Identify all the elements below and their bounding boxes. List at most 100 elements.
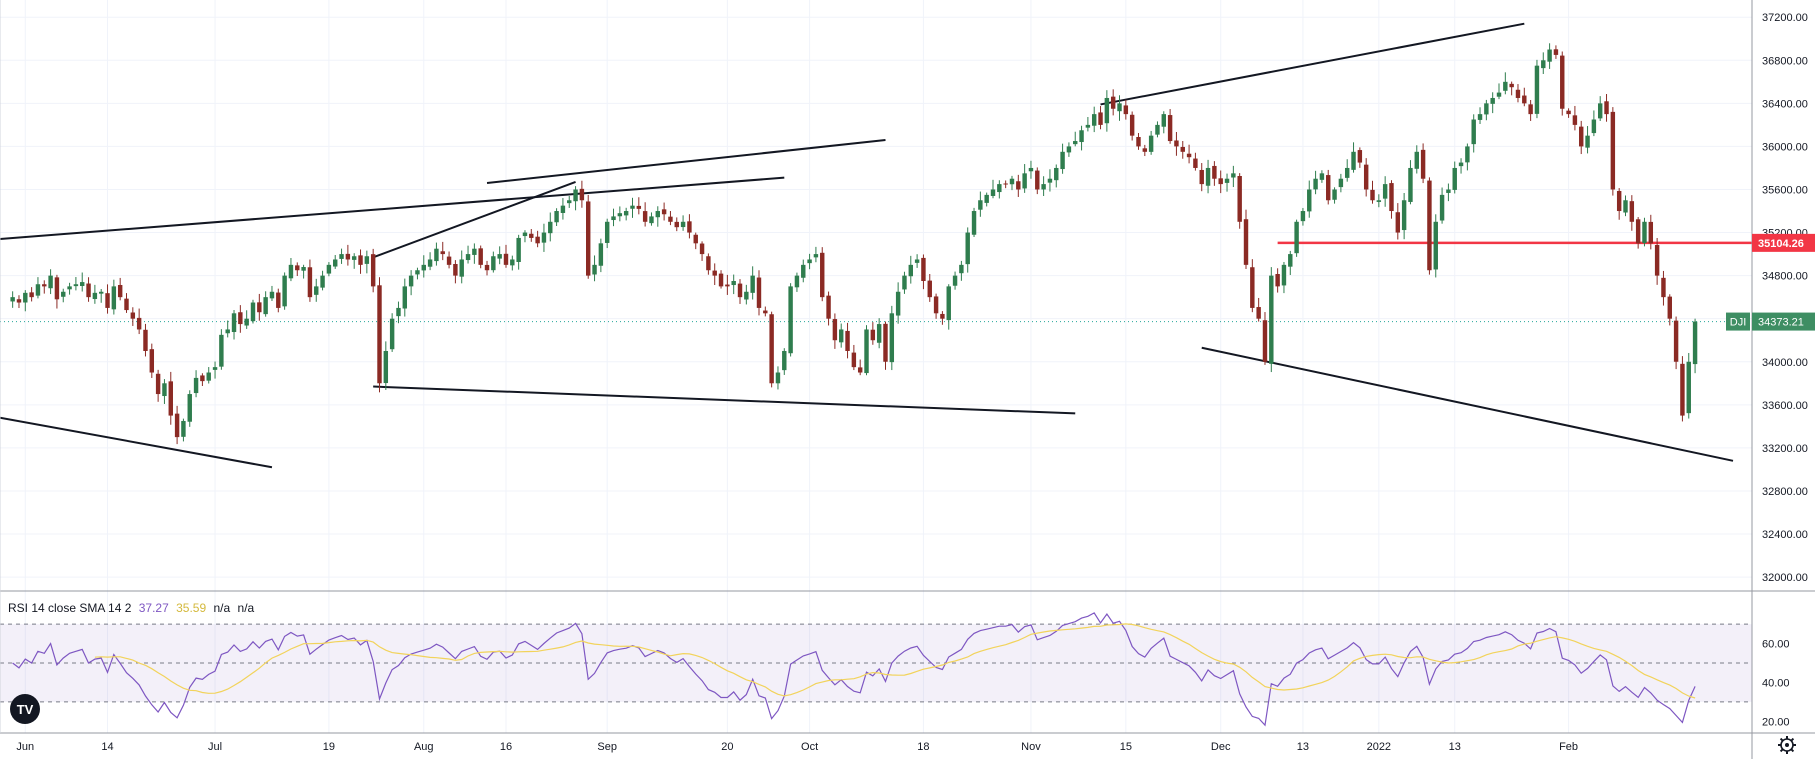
- candle[interactable]: [276, 288, 281, 313]
- candles[interactable]: [10, 43, 1698, 445]
- candle[interactable]: [1629, 195, 1635, 231]
- candle[interactable]: [288, 257, 294, 282]
- candle[interactable]: [478, 245, 483, 269]
- candle[interactable]: [1616, 188, 1622, 220]
- candle[interactable]: [718, 270, 724, 289]
- candle[interactable]: [642, 202, 648, 227]
- candle[interactable]: [73, 277, 79, 291]
- candle[interactable]: [1363, 158, 1369, 197]
- candle[interactable]: [744, 284, 749, 305]
- candle[interactable]: [269, 285, 275, 301]
- candle[interactable]: [1294, 219, 1299, 257]
- candle[interactable]: [1091, 106, 1097, 133]
- candle[interactable]: [465, 245, 471, 264]
- candle[interactable]: [554, 208, 559, 227]
- candle[interactable]: [1382, 176, 1388, 207]
- candle[interactable]: [870, 322, 876, 345]
- candle[interactable]: [1155, 121, 1160, 138]
- candle[interactable]: [358, 249, 363, 274]
- candle[interactable]: [1465, 143, 1470, 171]
- trend-line[interactable]: [372, 181, 576, 259]
- candle[interactable]: [1610, 107, 1616, 196]
- candle[interactable]: [1110, 89, 1116, 116]
- candle[interactable]: [1035, 167, 1040, 195]
- candle[interactable]: [497, 246, 502, 265]
- candle[interactable]: [630, 197, 635, 218]
- candle[interactable]: [1224, 173, 1230, 192]
- candle[interactable]: [54, 274, 60, 309]
- candle[interactable]: [971, 207, 977, 237]
- candle[interactable]: [314, 278, 319, 302]
- candle[interactable]: [737, 279, 743, 304]
- candle[interactable]: [225, 320, 230, 338]
- candle[interactable]: [42, 280, 47, 294]
- candle[interactable]: [579, 180, 585, 208]
- candle[interactable]: [838, 323, 844, 348]
- candle[interactable]: [212, 361, 218, 379]
- trend-line[interactable]: [1100, 22, 1525, 106]
- candle[interactable]: [48, 269, 53, 295]
- candle[interactable]: [67, 282, 72, 295]
- candle[interactable]: [725, 274, 730, 295]
- candle[interactable]: [1161, 111, 1166, 134]
- candle[interactable]: [1522, 87, 1527, 107]
- candle[interactable]: [1205, 159, 1211, 194]
- candle[interactable]: [623, 207, 629, 221]
- candle[interactable]: [655, 206, 661, 227]
- candle[interactable]: [516, 234, 521, 270]
- candle[interactable]: [864, 325, 869, 376]
- candle[interactable]: [1117, 95, 1122, 121]
- candle[interactable]: [301, 264, 306, 279]
- candle[interactable]: [1256, 297, 1261, 322]
- candle[interactable]: [1022, 164, 1027, 193]
- candle[interactable]: [1471, 114, 1476, 153]
- candle[interactable]: [333, 255, 338, 269]
- candle[interactable]: [1680, 356, 1685, 422]
- candle[interactable]: [997, 180, 1002, 199]
- candle[interactable]: [187, 390, 192, 427]
- candle[interactable]: [978, 191, 983, 217]
- candle[interactable]: [1066, 142, 1072, 157]
- candle[interactable]: [339, 248, 344, 264]
- candle[interactable]: [453, 260, 458, 284]
- candle[interactable]: [1243, 209, 1249, 270]
- candle[interactable]: [1193, 152, 1198, 171]
- candle[interactable]: [1180, 141, 1185, 159]
- candle[interactable]: [377, 277, 382, 393]
- candle[interactable]: [326, 262, 332, 277]
- candle[interactable]: [1395, 203, 1401, 240]
- candle[interactable]: [1351, 142, 1356, 173]
- candle[interactable]: [573, 186, 578, 211]
- candle[interactable]: [1401, 193, 1407, 240]
- candle[interactable]: [206, 367, 211, 384]
- candle[interactable]: [174, 405, 180, 445]
- candle[interactable]: [1269, 267, 1274, 373]
- candle[interactable]: [1085, 117, 1091, 132]
- candle[interactable]: [857, 359, 863, 376]
- candle[interactable]: [307, 259, 313, 302]
- candle[interactable]: [143, 323, 148, 357]
- trend-line[interactable]: [1201, 346, 1734, 462]
- candle[interactable]: [111, 279, 117, 315]
- candle[interactable]: [668, 211, 673, 226]
- candle[interactable]: [238, 305, 243, 333]
- candle[interactable]: [1560, 51, 1565, 116]
- candle[interactable]: [1477, 107, 1483, 124]
- candle[interactable]: [1591, 110, 1597, 137]
- candle[interactable]: [902, 271, 907, 294]
- candle[interactable]: [541, 223, 547, 252]
- candle[interactable]: [832, 313, 838, 349]
- candle[interactable]: [1218, 170, 1223, 194]
- candle[interactable]: [586, 194, 591, 279]
- candle[interactable]: [440, 241, 445, 261]
- candle[interactable]: [965, 227, 970, 273]
- candle[interactable]: [1635, 217, 1641, 249]
- candle[interactable]: [1344, 159, 1350, 182]
- candle[interactable]: [611, 208, 616, 227]
- candle[interactable]: [1597, 96, 1603, 121]
- candle[interactable]: [219, 329, 224, 370]
- candle[interactable]: [16, 295, 22, 309]
- candle[interactable]: [712, 263, 717, 286]
- candle[interactable]: [845, 322, 850, 359]
- candle[interactable]: [1060, 143, 1065, 174]
